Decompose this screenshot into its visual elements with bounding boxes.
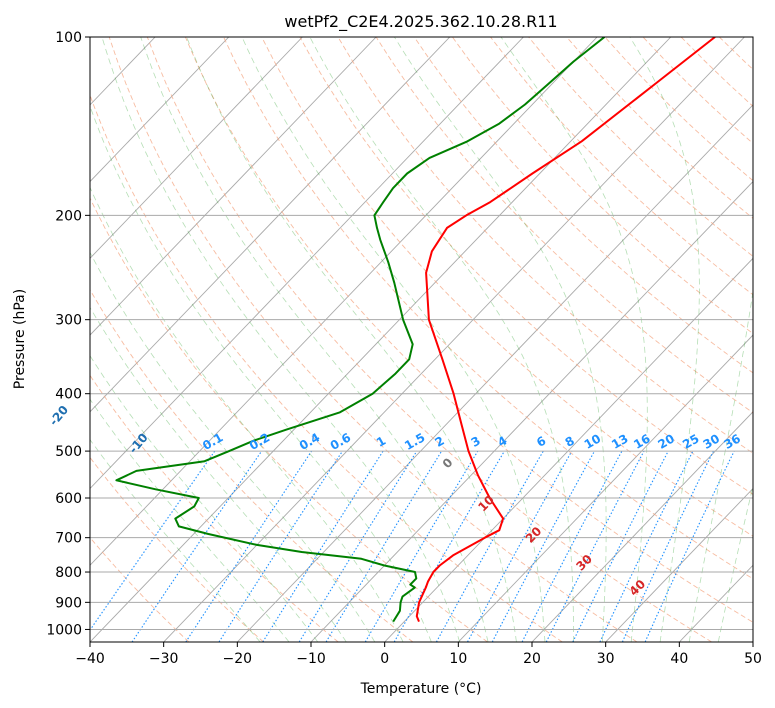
y-tick-label: 500 xyxy=(55,444,82,460)
dry-adiabat xyxy=(223,37,753,580)
moist-adiabat xyxy=(90,438,261,642)
moist-adiabat xyxy=(500,37,648,642)
moist-adiabat xyxy=(688,288,753,642)
y-tick-label: 300 xyxy=(55,313,82,329)
y-tick-label: 100 xyxy=(55,30,82,46)
isotherm xyxy=(90,37,598,566)
dry-adiabat xyxy=(108,37,638,642)
plot-frame xyxy=(89,36,754,643)
dry-adiabat xyxy=(90,456,264,642)
mixing-ratio-line xyxy=(298,450,418,642)
dry-adiabat xyxy=(184,37,753,623)
dry-adiabat xyxy=(146,37,712,642)
moist-adiabat xyxy=(309,37,574,642)
moist-adiabat xyxy=(90,355,319,642)
isotherm xyxy=(237,104,753,642)
isotherm xyxy=(531,411,753,642)
y-tick-label: 600 xyxy=(55,491,82,507)
y-tick-label: 900 xyxy=(55,595,82,611)
dry-adiabat xyxy=(90,536,190,642)
temperature-profile xyxy=(415,37,716,622)
moist-adiabat xyxy=(101,37,461,642)
moist-adiabat xyxy=(140,37,489,642)
isotherm xyxy=(163,37,745,642)
plot-background xyxy=(90,37,753,642)
dry-adiabat xyxy=(90,93,563,642)
dry-adiabat xyxy=(90,288,414,642)
dewpoint-profile xyxy=(115,37,606,623)
dry-adiabat xyxy=(452,37,753,335)
y-tick-label: 400 xyxy=(55,387,82,403)
x-tick-label: 10 xyxy=(449,651,467,667)
mixing-ratio-line xyxy=(644,450,735,642)
isotherm xyxy=(90,37,377,336)
moist-adiabat xyxy=(90,251,376,642)
mixing-ratio-line xyxy=(621,450,714,642)
moist-adiabat xyxy=(186,37,517,642)
isotherm xyxy=(458,334,753,642)
mixing-ratio-line xyxy=(218,450,343,642)
moist-adiabat xyxy=(394,37,607,642)
x-tick-label: 20 xyxy=(523,651,541,667)
mixing-ratio-line xyxy=(131,450,263,642)
x-tick-label: 40 xyxy=(670,651,688,667)
chart-title: wetPf2_C2E4.2025.362.10.28.R11 xyxy=(284,12,557,32)
mixing-ratio-line xyxy=(521,450,623,642)
x-tick-label: −30 xyxy=(149,651,179,667)
x-tick-label: 50 xyxy=(744,651,762,667)
y-tick-label: 1000 xyxy=(46,622,82,638)
isotherm xyxy=(90,37,672,642)
mixing-ratio-line xyxy=(185,450,313,642)
moist-adiabat xyxy=(629,37,700,642)
y-tick-label: 700 xyxy=(55,531,82,547)
guide-lines xyxy=(90,37,753,642)
isotherm xyxy=(90,37,451,413)
moist-adiabat xyxy=(90,105,432,642)
dry-adiabat xyxy=(90,196,488,642)
moist-adiabat xyxy=(90,306,347,642)
mixing-ratio-line xyxy=(325,450,443,642)
x-tick-label: 0 xyxy=(380,651,389,667)
dry-adiabat xyxy=(261,37,753,537)
y-axis-label: Pressure (hPa) xyxy=(12,289,28,389)
profile-lines xyxy=(115,37,716,623)
dry-adiabat xyxy=(375,37,753,414)
dry-adiabat xyxy=(490,37,753,296)
mixing-ratio-line xyxy=(572,450,669,642)
mixing-ratio-line xyxy=(435,450,544,642)
isotherm xyxy=(90,37,230,183)
y-axis: 100 200 300 400 500 600 700 800 900 1000 xyxy=(46,30,90,638)
moist-adiabat xyxy=(717,483,753,642)
isobar-grid xyxy=(90,37,753,630)
isotherm xyxy=(384,257,753,642)
y-tick-label: 200 xyxy=(55,208,82,224)
mixing-ratio-line xyxy=(545,450,645,642)
mixing-ratio-line xyxy=(491,450,595,642)
y-tick-label: 800 xyxy=(55,565,82,581)
x-tick-label: 30 xyxy=(597,651,615,667)
moist-adiabat xyxy=(241,37,546,642)
mixing-ratio-line xyxy=(262,450,384,642)
x-axis: −40 −30 −20 −10 0 10 20 30 40 50 xyxy=(75,642,762,667)
isotherm xyxy=(90,37,303,259)
isotherm xyxy=(605,487,753,642)
mixing-ratio-line xyxy=(467,450,573,642)
x-tick-label: −40 xyxy=(75,651,105,667)
x-tick-label: −20 xyxy=(223,651,253,667)
isotherm xyxy=(90,37,524,490)
mixing-ratio-line xyxy=(599,450,694,642)
x-tick-label: −10 xyxy=(296,651,326,667)
moist-adiabat xyxy=(90,398,290,642)
x-axis-label: Temperature (°C) xyxy=(360,681,482,697)
dry-adiabat xyxy=(337,37,753,454)
